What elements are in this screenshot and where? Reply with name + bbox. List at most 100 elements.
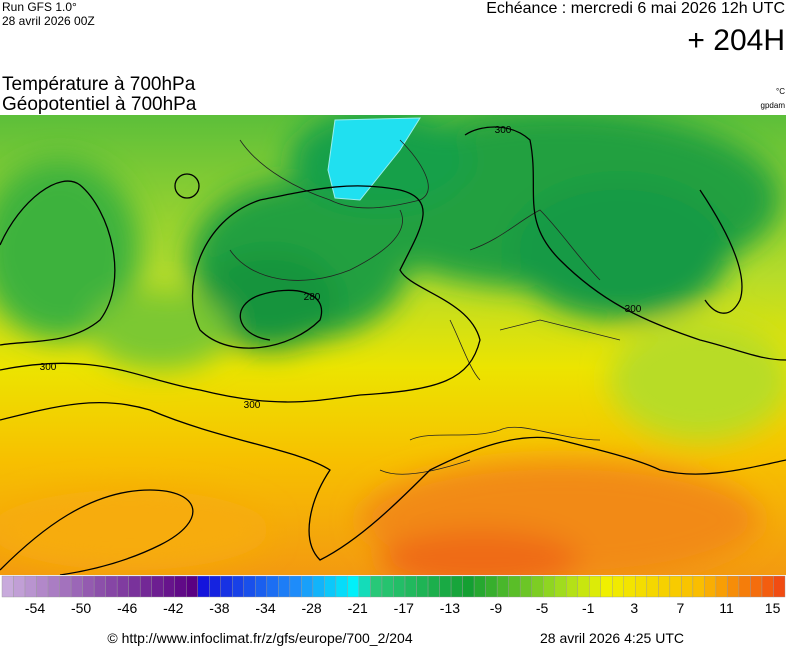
colorbar-swatch bbox=[301, 575, 314, 598]
colorbar-swatch bbox=[47, 575, 60, 598]
colorbar-swatch bbox=[669, 575, 682, 598]
contour-label: 280 bbox=[304, 292, 321, 303]
lead-time: + 204H bbox=[687, 24, 785, 57]
colorbar-swatch bbox=[473, 575, 486, 598]
colorbar-label: -1 bbox=[582, 600, 595, 616]
colorbar-swatch bbox=[335, 575, 348, 598]
valid-time: Echéance : mercredi 6 mai 2026 12h UTC bbox=[486, 0, 785, 17]
colorbar-swatch bbox=[278, 575, 291, 598]
colorbar-label: -46 bbox=[117, 600, 137, 616]
colorbar-swatch bbox=[566, 575, 578, 598]
colorbar-swatch bbox=[404, 575, 417, 598]
contour-label: 300 bbox=[495, 125, 512, 136]
colorbar-swatch bbox=[220, 575, 233, 598]
map bbox=[0, 115, 786, 575]
colorbar-swatch bbox=[439, 575, 452, 598]
colorbar-swatch bbox=[151, 575, 164, 598]
colorbar-swatch bbox=[186, 575, 198, 598]
colorbar-swatch bbox=[59, 575, 72, 598]
colorbar-swatch bbox=[750, 575, 763, 598]
colorbar-label: -21 bbox=[348, 600, 368, 616]
contour-label: 300 bbox=[244, 400, 261, 411]
colorbar-swatch bbox=[485, 575, 498, 598]
colorbar-swatch bbox=[508, 575, 521, 598]
colorbar-swatch bbox=[209, 575, 221, 598]
colorbar-swatch bbox=[116, 575, 129, 598]
colorbar-swatch bbox=[600, 575, 613, 598]
colorbar-swatch bbox=[681, 575, 694, 598]
colorbar-label: -34 bbox=[255, 600, 275, 616]
colorbar-swatch bbox=[266, 575, 279, 598]
colorbar-swatch bbox=[496, 575, 509, 598]
colorbar-swatch bbox=[450, 575, 463, 598]
colorbar-swatch bbox=[658, 575, 671, 598]
contour-unit: gpdam bbox=[761, 101, 786, 110]
colorbar-swatch bbox=[462, 575, 475, 598]
colorbar-label: 3 bbox=[630, 600, 638, 616]
colorbar-swatch bbox=[773, 575, 786, 598]
colorbar-swatch bbox=[358, 575, 371, 598]
colorbar-swatch bbox=[554, 575, 567, 598]
colorbar-swatch bbox=[255, 575, 268, 598]
map-title: Température à 700hPa bbox=[2, 74, 196, 95]
colorbar-swatch bbox=[70, 575, 83, 598]
run-date: 28 avril 2026 00Z bbox=[2, 14, 95, 28]
colorbar-swatch bbox=[139, 575, 152, 598]
colorbar-swatch bbox=[232, 575, 245, 598]
colorbar-swatch bbox=[635, 575, 648, 598]
colorbar-label: 15 bbox=[765, 600, 781, 616]
contour-label: 300 bbox=[625, 304, 642, 315]
colorbar-swatch bbox=[612, 575, 624, 598]
colorbar-swatch bbox=[370, 575, 383, 598]
colorbar-swatch bbox=[727, 575, 740, 598]
colorbar-swatch bbox=[93, 575, 106, 598]
colorbar-swatch bbox=[324, 575, 337, 598]
colorbar-label: -38 bbox=[209, 600, 229, 616]
colorbar-swatch bbox=[393, 575, 406, 598]
colorbar-swatch bbox=[24, 575, 37, 598]
colorbar-label: -28 bbox=[301, 600, 321, 616]
colorbar-swatch bbox=[427, 575, 440, 598]
contour-label: 300 bbox=[40, 362, 57, 373]
colorbar-swatch bbox=[381, 575, 394, 598]
color-unit: °C bbox=[776, 87, 785, 96]
colorbar-swatch bbox=[82, 575, 95, 598]
colorbar-label: -17 bbox=[394, 600, 414, 616]
colorbar-swatch bbox=[589, 575, 601, 598]
colorbar-label: -42 bbox=[163, 600, 183, 616]
footer-generated: 28 avril 2026 4:25 UTC bbox=[540, 630, 684, 646]
colorbar-label: -9 bbox=[490, 600, 503, 616]
colorbar-swatch bbox=[347, 575, 360, 598]
colorbar-swatch bbox=[289, 575, 302, 598]
colorbar-swatch bbox=[692, 575, 705, 598]
colorbar-swatch bbox=[646, 575, 659, 598]
colorbar-label: -50 bbox=[71, 600, 91, 616]
colorbar-label: 7 bbox=[677, 600, 685, 616]
colorbar-label: -13 bbox=[440, 600, 460, 616]
colorbar-label: 11 bbox=[719, 600, 734, 616]
colorbar-swatch bbox=[36, 575, 49, 598]
map-subtitle: Géopotentiel à 700hPa bbox=[2, 94, 197, 115]
colorbar-swatch bbox=[1, 575, 14, 598]
colorbar-swatch bbox=[243, 575, 256, 598]
colorbar-swatch bbox=[577, 575, 590, 598]
colorbar-swatch bbox=[197, 575, 210, 598]
colorbar-swatch bbox=[704, 575, 717, 598]
colorbar-label: -5 bbox=[536, 600, 549, 616]
colorbar-swatch bbox=[174, 575, 187, 598]
model-run: Run GFS 1.0° bbox=[2, 0, 77, 14]
colorbar-swatch bbox=[531, 575, 544, 598]
colorbar-swatch bbox=[715, 575, 728, 598]
colorbar-swatch bbox=[623, 575, 636, 598]
colorbar-swatch bbox=[761, 575, 774, 598]
colorbar-swatch bbox=[542, 575, 555, 598]
colorbar-swatch bbox=[105, 575, 118, 598]
colorbar-swatch bbox=[312, 575, 325, 598]
colorbar-swatch bbox=[128, 575, 141, 598]
footer-source: © http://www.infoclimat.fr/z/gfs/europe/… bbox=[107, 630, 412, 646]
colorbar-label: -54 bbox=[25, 600, 45, 616]
colorbar-swatch bbox=[738, 575, 751, 598]
colorbar-swatch bbox=[163, 575, 175, 598]
colorbar-swatch bbox=[416, 575, 429, 598]
